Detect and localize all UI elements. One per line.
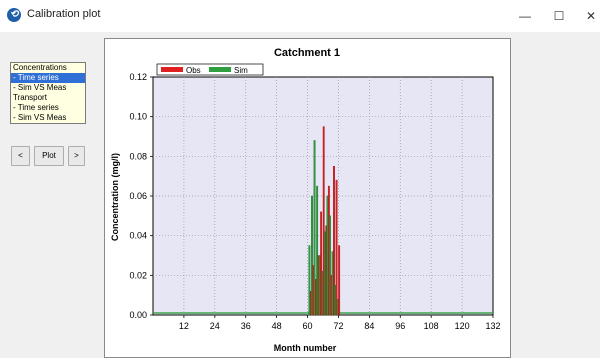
listbox-item[interactable]: - Time series — [11, 73, 85, 83]
listbox-item[interactable]: - Sim VS Meas — [13, 83, 67, 92]
sim-bar — [318, 255, 321, 316]
y-tick-label: 0.08 — [129, 151, 147, 161]
x-tick-label: 72 — [333, 321, 343, 331]
listbox-item[interactable]: - Time series — [13, 103, 59, 112]
chart-panel: Catchment 1 Month number Concentration (… — [104, 38, 511, 358]
sim-bar — [321, 271, 324, 316]
x-tick-label: 120 — [455, 321, 470, 331]
listbox-item[interactable]: - Sim VS Meas — [13, 113, 67, 122]
x-axis-label: Month number — [274, 343, 337, 353]
maximize-button[interactable]: ☐ — [553, 9, 565, 23]
sim-bar — [336, 298, 339, 316]
sim-bar — [308, 245, 311, 316]
sim-bar — [334, 285, 337, 316]
plot-button[interactable]: Plot — [34, 146, 64, 166]
x-tick-label: 60 — [303, 321, 313, 331]
chart-title: Catchment 1 — [274, 47, 340, 59]
obs-bar — [322, 126, 325, 316]
next-button[interactable]: > — [68, 146, 85, 166]
sim-bar — [323, 231, 326, 316]
listbox-item[interactable]: Transport — [13, 93, 47, 102]
obs-bar — [320, 211, 323, 316]
y-tick-label: 0.10 — [129, 112, 147, 122]
x-tick-label: 48 — [272, 321, 282, 331]
x-tick-label: 132 — [485, 321, 500, 331]
calibration-chart: Catchment 1 Month number Concentration (… — [110, 47, 501, 353]
x-tick-label: 24 — [210, 321, 220, 331]
sim-bar — [311, 195, 313, 316]
y-tick-label: 0.02 — [129, 270, 147, 280]
legend-sim-label: Sim — [234, 66, 248, 75]
x-tick-label: 36 — [241, 321, 251, 331]
y-axis-label: Concentration (mg/l) — [110, 153, 120, 241]
x-tick-label: 12 — [179, 321, 189, 331]
legend-obs-swatch — [161, 67, 183, 72]
app-icon: ⟲ — [7, 8, 21, 22]
y-tick-label: 0.00 — [129, 310, 147, 320]
x-tick-label: 108 — [424, 321, 439, 331]
legend-obs-label: Obs — [186, 66, 201, 75]
sim-bar — [326, 195, 329, 316]
obs-bar — [335, 179, 338, 316]
legend: Obs Sim — [156, 63, 264, 76]
previous-button[interactable]: < — [11, 146, 30, 166]
title-bar: ⟲ Calibration plot — ☐ ✕ — [0, 0, 600, 32]
plot-type-listbox[interactable]: Concentrations - Time series - Sim VS Meas… — [10, 62, 86, 124]
close-button[interactable]: ✕ — [585, 9, 597, 23]
y-tick-label: 0.04 — [129, 231, 147, 241]
sim-bar — [313, 140, 316, 316]
x-tick-label: 96 — [395, 321, 405, 331]
legend-sim-swatch — [209, 67, 231, 72]
sim-bar — [316, 185, 319, 316]
listbox-item[interactable]: Concentrations — [13, 63, 67, 72]
sim-bar — [331, 251, 334, 316]
minimize-button[interactable]: — — [519, 9, 531, 23]
sim-bar — [329, 215, 331, 316]
obs-bar — [333, 166, 335, 316]
y-tick-label: 0.12 — [129, 72, 147, 82]
y-tick-label: 0.06 — [129, 191, 147, 201]
obs-bar — [338, 245, 341, 316]
window-title: Calibration plot — [27, 8, 101, 20]
x-tick-label: 84 — [364, 321, 374, 331]
